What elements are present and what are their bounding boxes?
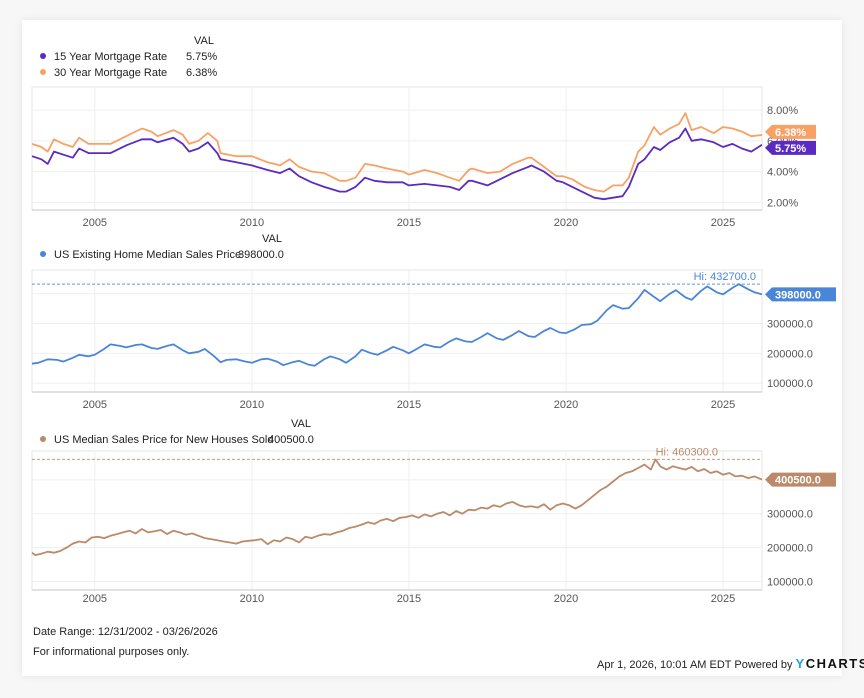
y-tick-label: 4.00% <box>767 167 798 179</box>
plot-area <box>31 269 763 393</box>
y-tick-label: 100000.0 <box>767 577 813 589</box>
x-tick-label: 2010 <box>240 399 264 411</box>
x-tick-label: 2015 <box>397 399 421 411</box>
y-tick-label: 200000.0 <box>767 348 813 360</box>
last-value-label: 400500.0 <box>775 475 821 487</box>
series-line-30-year-mortgage-rate <box>31 112 763 193</box>
y-tick-label: 100000.0 <box>767 378 813 390</box>
legend-item-15yr[interactable]: 15 Year Mortgage Rate <box>40 50 167 64</box>
legend-label: US Median Sales Price for New Houses Sol… <box>54 434 274 446</box>
x-tick-label: 2025 <box>711 593 735 605</box>
x-tick-label: 2020 <box>554 217 578 229</box>
last-value-label: 6.38% <box>775 127 806 139</box>
high-value-label: Hi: 432700.0 <box>694 271 756 283</box>
legend-label: US Existing Home Median Sales Price <box>54 249 242 261</box>
series-color-dot <box>40 69 46 76</box>
legend-item-new-houses[interactable]: US Median Sales Price for New Houses Sol… <box>40 433 273 447</box>
last-value-label: 398000.0 <box>775 289 821 301</box>
y-tick-label: 2.00% <box>767 197 798 209</box>
x-tick-label: 2015 <box>397 593 421 605</box>
series-line-us-median-sales-price-for-new-houses-sold <box>31 458 763 556</box>
series-line-15-year-mortgage-rate <box>31 127 763 201</box>
y-tick-label: 300000.0 <box>767 319 813 331</box>
x-tick-label: 2020 <box>554 593 578 605</box>
series-color-dot <box>40 53 46 60</box>
x-tick-label: 2005 <box>83 217 107 229</box>
legend-item-existing-home[interactable]: US Existing Home Median Sales Price <box>40 248 241 262</box>
series-color-dot <box>40 251 46 258</box>
series-line-us-existing-home-median-sales-price <box>31 283 763 367</box>
plot-area <box>31 450 763 591</box>
ycharts-logo[interactable]: YCHARTS <box>796 656 864 671</box>
legend-value-header: VAL <box>194 35 214 47</box>
legend-value: 400500.0 <box>268 434 314 446</box>
x-tick-label: 2025 <box>711 399 735 411</box>
y-tick-label: 8.00% <box>767 105 798 117</box>
high-value-label: Hi: 460300.0 <box>656 446 718 458</box>
series-color-dot <box>40 436 46 443</box>
last-value-label: 5.75% <box>775 143 806 155</box>
legend-value: 5.75% <box>186 51 218 63</box>
last-value-flag <box>765 472 836 487</box>
x-tick-label: 2005 <box>83 399 107 411</box>
legend-value-header: VAL <box>262 233 282 245</box>
x-tick-label: 2020 <box>554 399 578 411</box>
legend-item-30yr[interactable]: 30 Year Mortgage Rate <box>40 66 167 80</box>
x-tick-label: 2025 <box>711 217 735 229</box>
legend-label: 15 Year Mortgage Rate <box>54 51 168 63</box>
timestamp-attribution: Apr 1, 2026, 10:01 AM EDT Powered by YCH… <box>597 656 864 671</box>
y-tick-label: 300000.0 <box>767 509 813 521</box>
x-tick-label: 2015 <box>397 217 421 229</box>
legend-value: 6.38% <box>186 67 218 79</box>
last-value-flag <box>765 140 816 155</box>
timestamp: Apr 1, 2026, 10:01 AM EDT Powered by <box>597 659 793 671</box>
y-tick-label: 200000.0 <box>767 543 813 555</box>
legend-value: 398000.0 <box>238 249 284 261</box>
date-range: Date Range: 12/31/2002 - 03/26/2026 <box>33 626 218 638</box>
last-value-flag <box>765 287 836 302</box>
x-tick-label: 2010 <box>240 593 264 605</box>
ycharts-logo-text: CHARTS <box>805 656 864 671</box>
x-tick-label: 2010 <box>240 217 264 229</box>
x-tick-label: 2005 <box>83 593 107 605</box>
last-value-flag <box>765 124 816 139</box>
legend-label: 30 Year Mortgage Rate <box>54 67 168 79</box>
ycharts-logo-y: Y <box>795 656 806 671</box>
disclaimer: For informational purposes only. <box>33 646 190 658</box>
legend-value-header: VAL <box>291 418 311 430</box>
